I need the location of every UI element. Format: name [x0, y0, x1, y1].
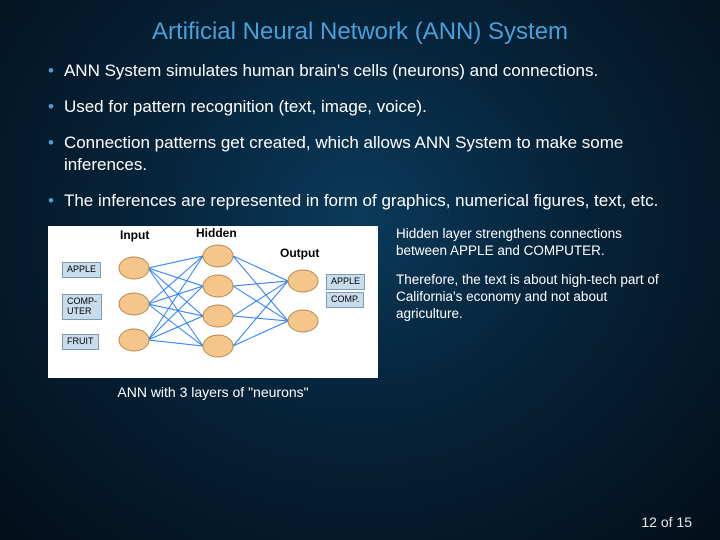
- layer-label-output: Output: [280, 246, 319, 260]
- bullet-item: • The inferences are represented in form…: [48, 190, 672, 212]
- bullet-item: • Connection patterns get created, which…: [48, 132, 672, 176]
- bullet-item: • Used for pattern recognition (text, im…: [48, 96, 672, 118]
- bullet-dot-icon: •: [48, 132, 54, 176]
- bullet-text: ANN System simulates human brain's cells…: [64, 60, 672, 82]
- diagram-container: Input Hidden Output APPLE COMP- UTER FRU…: [48, 226, 378, 400]
- ann-diagram: Input Hidden Output APPLE COMP- UTER FRU…: [48, 226, 378, 378]
- input-box-apple: APPLE: [62, 262, 101, 278]
- bullet-text: The inferences are represented in form o…: [64, 190, 672, 212]
- lower-section: Input Hidden Output APPLE COMP- UTER FRU…: [0, 226, 720, 400]
- bullet-item: • ANN System simulates human brain's cel…: [48, 60, 672, 82]
- output-box-apple: APPLE: [326, 274, 365, 290]
- page-title: Artificial Neural Network (ANN) System: [0, 0, 720, 60]
- bullet-text: Used for pattern recognition (text, imag…: [64, 96, 672, 118]
- bullet-dot-icon: •: [48, 60, 54, 82]
- bullet-list: • ANN System simulates human brain's cel…: [0, 60, 720, 212]
- side-text: Hidden layer strengthens connections bet…: [396, 226, 672, 400]
- diagram-caption: ANN with 3 layers of "neurons": [48, 384, 378, 400]
- bullet-text: Connection patterns get created, which a…: [64, 132, 672, 176]
- layer-label-input: Input: [120, 228, 149, 242]
- input-box-computer: COMP- UTER: [62, 294, 102, 320]
- side-paragraph-2: Therefore, the text is about high-tech p…: [396, 272, 672, 323]
- input-box-fruit: FRUIT: [62, 334, 99, 350]
- output-box-comp: COMP.: [326, 292, 364, 308]
- page-number: 12 of 15: [641, 514, 692, 530]
- layer-label-hidden: Hidden: [196, 226, 237, 240]
- bullet-dot-icon: •: [48, 96, 54, 118]
- side-paragraph-1: Hidden layer strengthens connections bet…: [396, 226, 672, 260]
- bullet-dot-icon: •: [48, 190, 54, 212]
